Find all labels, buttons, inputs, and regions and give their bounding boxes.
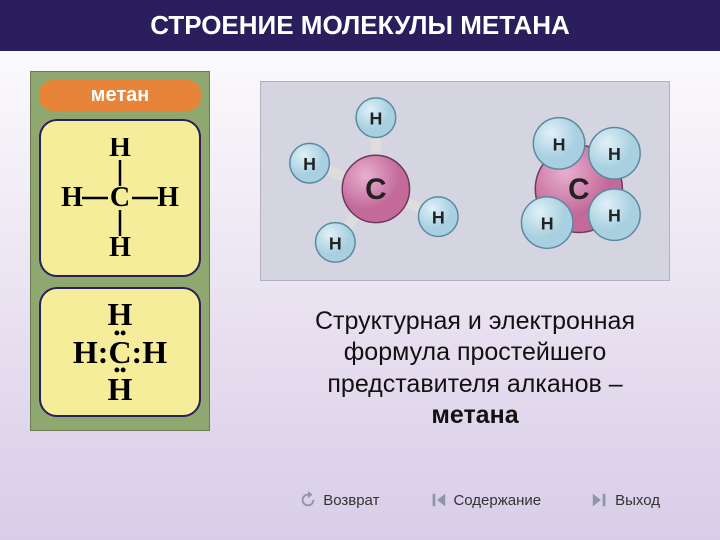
atom-h-right: H: [157, 182, 179, 213]
atom-c: C: [110, 182, 130, 213]
nav-contents[interactable]: Содержание: [429, 491, 541, 509]
svg-text:H: H: [369, 109, 382, 129]
slide-title: СТРОЕНИЕ МОЛЕКУЛЫ МЕТАНА: [0, 0, 720, 51]
svg-text:H: H: [303, 154, 316, 174]
svg-text:H: H: [608, 206, 621, 226]
prev-icon: [429, 491, 447, 509]
svg-text:H: H: [432, 208, 445, 228]
models-panel: HHHHC CHHHH: [260, 81, 670, 281]
caption-l4: метана: [431, 401, 518, 429]
nav-bar: Возврат Содержание Выход: [0, 491, 720, 509]
ef-line3: H: [73, 374, 167, 404]
structural-formula: C H H H H: [60, 138, 180, 258]
nav-back[interactable]: Возврат: [299, 491, 379, 509]
svg-text:C: C: [568, 173, 589, 206]
caption-l1: Структурная и электронная: [315, 307, 635, 335]
svg-text:H: H: [608, 144, 621, 164]
content-area: метан C H H H H H: [0, 51, 720, 521]
caption-l2: формула простейшего: [344, 338, 607, 366]
atom-h-top: H: [109, 138, 131, 163]
electronic-formula-box: H •• H:C:H •• H: [39, 287, 201, 417]
atom-h-left: H: [61, 182, 83, 213]
nav-back-label: Возврат: [323, 492, 379, 509]
next-icon: [591, 491, 609, 509]
svg-text:C: C: [365, 173, 386, 206]
electronic-formula: H •• H:C:H •• H: [73, 299, 167, 405]
caption-l3: представителя алканов –: [327, 370, 622, 398]
formulas-panel: метан C H H H H H: [30, 71, 210, 431]
svg-text:H: H: [541, 214, 554, 234]
methane-pill: метан: [39, 80, 201, 111]
structural-formula-box: C H H H H: [39, 119, 201, 277]
nav-exit-label: Выход: [615, 492, 660, 509]
return-icon: [299, 491, 317, 509]
nav-contents-label: Содержание: [453, 492, 541, 509]
molecule-models: HHHHC CHHHH: [261, 82, 669, 280]
caption: Структурная и электронная формула просте…: [255, 306, 695, 431]
svg-text:H: H: [553, 134, 566, 154]
nav-exit[interactable]: Выход: [591, 491, 660, 509]
atom-h-bottom: H: [109, 232, 131, 258]
svg-text:H: H: [329, 233, 342, 253]
